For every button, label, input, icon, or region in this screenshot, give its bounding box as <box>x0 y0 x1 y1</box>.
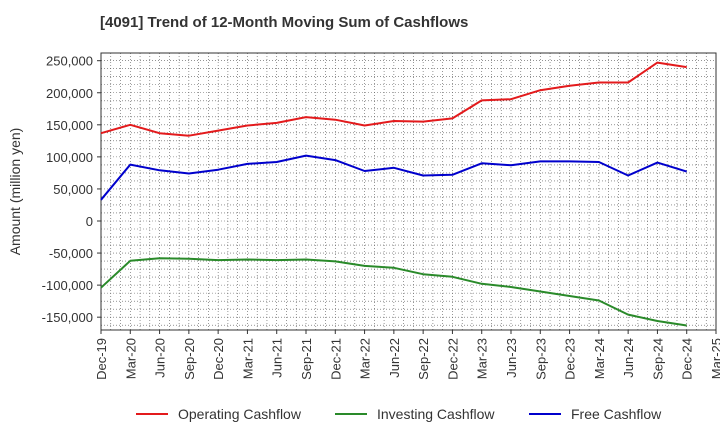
x-tick-label: Jun-24 <box>621 338 636 378</box>
chart-title: [4091] Trend of 12-Month Moving Sum of C… <box>100 14 469 31</box>
legend-label-investing-cashflow: Investing Cashflow <box>377 406 495 422</box>
x-tick-label: Jun-23 <box>504 338 519 378</box>
y-tick-label: 250,000 <box>46 54 93 69</box>
x-tick-label: Dec-22 <box>445 338 460 380</box>
y-tick-label: -50,000 <box>49 246 93 261</box>
x-tick-label: Mar-24 <box>592 338 607 379</box>
plot-area <box>101 53 716 330</box>
x-tick-label: Jun-22 <box>387 338 402 378</box>
y-axis-label: Amount (million yen) <box>7 128 23 256</box>
x-tick-label: Mar-25 <box>709 338 720 379</box>
y-tick-label: 100,000 <box>46 150 93 165</box>
x-tick-label: Sep-24 <box>650 338 665 380</box>
x-tick-label: Dec-24 <box>680 338 695 380</box>
x-tick-label: Dec-19 <box>94 338 109 380</box>
y-tick-label: 200,000 <box>46 86 93 101</box>
x-tick-label: Mar-22 <box>358 338 373 379</box>
legend-label-operating-cashflow: Operating Cashflow <box>178 406 302 422</box>
x-tick-label: Sep-20 <box>182 338 197 380</box>
x-tick-label: Mar-21 <box>240 338 255 379</box>
series-line-free-cashflow <box>100 154 687 201</box>
legend-label-free-cashflow: Free Cashflow <box>571 406 662 422</box>
y-tick-label: 50,000 <box>53 182 93 197</box>
x-tick-label: Dec-23 <box>563 338 578 380</box>
y-tick-label: -100,000 <box>42 278 93 293</box>
x-tick-label: Sep-23 <box>533 338 548 380</box>
x-tick-label: Mar-23 <box>475 338 490 379</box>
y-tick-label: 0 <box>86 214 93 229</box>
x-tick-label: Dec-21 <box>328 338 343 380</box>
x-tick-label: Sep-22 <box>416 338 431 380</box>
series-line-investing-cashflow <box>100 257 687 327</box>
x-tick-label: Jun-20 <box>153 338 168 378</box>
x-tick-label: Mar-20 <box>123 338 138 379</box>
y-tick-label: 150,000 <box>46 118 93 133</box>
x-tick-label: Sep-21 <box>299 338 314 380</box>
x-tick-label: Dec-20 <box>211 338 226 380</box>
plot-frame <box>100 52 717 331</box>
series-line-operating-cashflow <box>100 61 687 137</box>
x-tick-label: Jun-21 <box>270 338 285 378</box>
y-tick-label: -150,000 <box>42 310 93 325</box>
